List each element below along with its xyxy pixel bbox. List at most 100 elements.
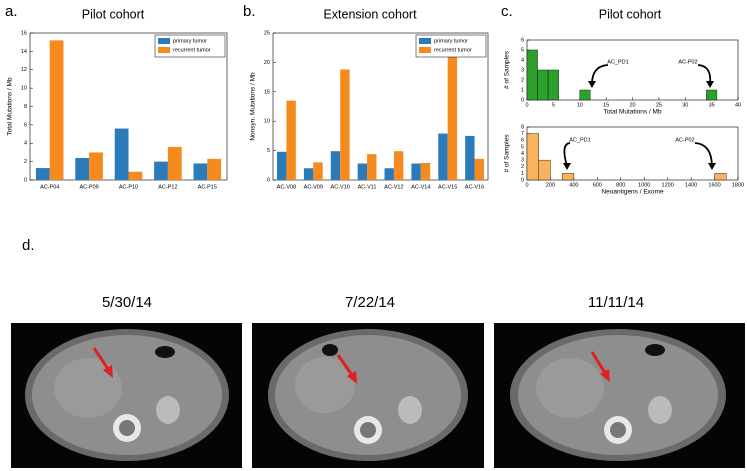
bar bbox=[411, 163, 421, 180]
y-axis-label: # of Samples bbox=[504, 134, 511, 173]
y-tick-label: 2 bbox=[521, 77, 524, 83]
x-tick-label: 800 bbox=[616, 182, 625, 188]
y-tick-label: 4 bbox=[521, 57, 524, 63]
plot-frame bbox=[272, 32, 489, 181]
legend-box bbox=[154, 34, 226, 58]
bar bbox=[420, 162, 431, 180]
bar bbox=[330, 151, 341, 180]
histogram-bar bbox=[547, 69, 559, 101]
y-axis-label: Nonsyn. Mutations / Mb bbox=[250, 72, 257, 141]
histogram-bar bbox=[561, 173, 575, 181]
bar bbox=[114, 128, 129, 180]
x-tick-label: 35 bbox=[709, 102, 715, 108]
x-axis-label: Neoantigens / Exome bbox=[601, 189, 664, 196]
legend-label: primary tumor bbox=[434, 38, 468, 44]
bar bbox=[438, 133, 448, 180]
y-tick-label: 1 bbox=[521, 171, 524, 177]
y-tick-label: 14 bbox=[21, 49, 27, 55]
annotation: AC_PD1 bbox=[569, 137, 590, 143]
y-tick-label: 16 bbox=[21, 30, 27, 36]
ct-scan bbox=[11, 323, 242, 468]
bar bbox=[384, 168, 394, 180]
x-tick-label: 40 bbox=[735, 102, 741, 108]
x-tick-label: AC-P15 bbox=[198, 184, 217, 190]
x-tick-label: 15 bbox=[603, 102, 609, 108]
x-tick-label: 5 bbox=[552, 102, 555, 108]
x-axis-label: Total Mutations / Mb bbox=[603, 109, 662, 116]
x-tick-label: AC-P04 bbox=[40, 184, 59, 190]
panel-label: d. bbox=[22, 237, 35, 254]
annotation-arrow bbox=[563, 142, 571, 167]
x-tick-label: 1600 bbox=[708, 182, 720, 188]
panel-label: a. bbox=[5, 3, 18, 20]
y-tick-label: 6 bbox=[24, 122, 27, 128]
bar bbox=[367, 154, 377, 180]
x-tick-label: 600 bbox=[593, 182, 602, 188]
x-tick-label: AC-P12 bbox=[158, 184, 177, 190]
y-tick-label: 4 bbox=[521, 151, 524, 157]
bar bbox=[447, 54, 458, 181]
histogram-bar bbox=[538, 159, 551, 181]
y-tick-label: 5 bbox=[521, 144, 524, 150]
annotation-arrow bbox=[694, 142, 713, 167]
y-tick-label: 2 bbox=[24, 159, 27, 165]
arrow-head bbox=[706, 81, 714, 88]
y-tick-label: 8 bbox=[521, 124, 524, 130]
bar bbox=[75, 157, 90, 180]
x-tick-label: AC-V16 bbox=[465, 184, 484, 190]
x-tick-label: 30 bbox=[682, 102, 688, 108]
chart-title: Extension cohort bbox=[323, 7, 417, 21]
y-tick-label: 0 bbox=[267, 177, 270, 183]
histogram-bar bbox=[537, 69, 549, 101]
chart-title: Pilot cohort bbox=[82, 7, 145, 21]
panel-label: c. bbox=[501, 3, 513, 20]
x-tick-label: AC-V10 bbox=[331, 184, 350, 190]
annotation: AC_PD1 bbox=[607, 59, 628, 65]
legend-swatch bbox=[419, 38, 431, 44]
scan-date: 7/22/14 bbox=[345, 294, 395, 311]
bar bbox=[154, 161, 168, 180]
y-axis-label: Total Mutations / Mb bbox=[7, 77, 14, 136]
bar bbox=[167, 146, 182, 180]
bar bbox=[89, 152, 103, 180]
y-tick-label: 0 bbox=[521, 177, 524, 183]
arrow-head bbox=[588, 81, 596, 88]
scan-date: 11/11/14 bbox=[588, 294, 644, 311]
bar bbox=[474, 158, 484, 180]
y-tick-label: 25 bbox=[264, 30, 270, 36]
y-tick-label: 4 bbox=[24, 141, 27, 147]
x-tick-label: 1000 bbox=[638, 182, 650, 188]
bar bbox=[193, 163, 208, 180]
bar bbox=[207, 158, 222, 180]
x-tick-label: AC-V12 bbox=[384, 184, 403, 190]
bar bbox=[357, 163, 368, 180]
y-tick-label: 10 bbox=[21, 86, 27, 92]
legend-box bbox=[415, 34, 487, 58]
x-tick-label: 0 bbox=[525, 182, 528, 188]
y-tick-label: 12 bbox=[21, 67, 27, 73]
scan-date: 5/30/14 bbox=[102, 294, 152, 311]
y-tick-label: 5 bbox=[267, 148, 270, 154]
arrow-head bbox=[563, 163, 571, 170]
legend-swatch bbox=[419, 47, 431, 53]
histogram-bar bbox=[579, 89, 591, 101]
legend-label: recurrent tumor bbox=[434, 47, 472, 53]
legend-label: recurrent tumor bbox=[173, 47, 211, 53]
x-tick-label: 1800 bbox=[732, 182, 744, 188]
y-tick-label: 6 bbox=[521, 138, 524, 144]
plot-frame bbox=[526, 126, 739, 181]
histogram-bar bbox=[526, 133, 539, 181]
x-tick-label: 400 bbox=[569, 182, 578, 188]
histogram-bar bbox=[706, 89, 718, 101]
bar bbox=[340, 69, 350, 180]
x-tick-label: AC-V09 bbox=[304, 184, 323, 190]
ct-scan bbox=[494, 323, 745, 468]
y-axis-label: # of Samples bbox=[504, 50, 511, 89]
x-tick-label: AC-P10 bbox=[119, 184, 138, 190]
y-tick-label: 6 bbox=[521, 37, 524, 43]
bar bbox=[49, 40, 64, 180]
y-tick-label: 1 bbox=[521, 87, 524, 93]
chart-title: Pilot cohort bbox=[599, 7, 662, 21]
histogram-bar bbox=[714, 173, 727, 181]
